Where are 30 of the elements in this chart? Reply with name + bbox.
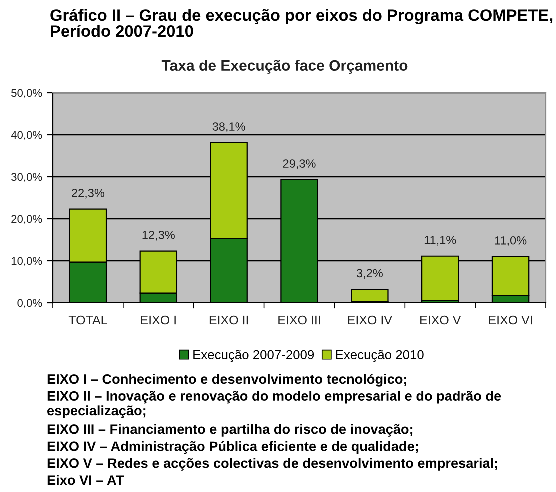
x-tick-label: EIXO III [278, 316, 320, 325]
total-label: 22,3% [72, 188, 105, 199]
total-label: 3,2% [356, 269, 383, 279]
x-tick-label: EIXO V [420, 316, 462, 325]
chart-subtitle: Taxa de Execução face Orçamento [162, 60, 408, 74]
x-tick-label: EIXO II [210, 316, 248, 325]
total-label: 12,3% [142, 230, 175, 241]
legend-label: Execução 2010 [336, 350, 424, 362]
y-tick-label: 40,0% [11, 131, 42, 140]
text: EIXO V – Redes e acções colectivas de desenvolvimento empresarial; [48, 458, 498, 471]
total-label: 38,1% [212, 122, 246, 132]
y-tick-label: 30,0% [12, 173, 42, 182]
text: Eixo VI – AT [48, 475, 124, 486]
y-tick-label: 0,0% [18, 299, 42, 308]
x-tick-label: EIXO I [141, 316, 176, 325]
x-tick-label: TOTAL [68, 316, 108, 325]
y-tick-label: 20,0% [12, 215, 42, 224]
y-tick-label: 50,0% [12, 89, 42, 98]
text: EIXO III – Financiamento e partilha do risco de inovação; [48, 424, 413, 437]
text: EIXO II – Inovação e renovação do modelo empresarial e do padrão de especialização; [48, 391, 502, 418]
total-label: 11,0% [495, 236, 527, 246]
x-tick-label: EIXO VI [489, 316, 532, 325]
y-tick-label: 10,0% [12, 257, 42, 266]
total-label: 29,3% [283, 160, 316, 170]
legend-label: Execução 2007-2009 [194, 350, 314, 362]
total-label: 11,1% [424, 236, 456, 246]
x-tick-label: EIXO IV [348, 316, 392, 325]
chart-title: Gráfico II – Grau de execução por eixos do Programa COMPETE, Período 2007-2010 [50, 9, 553, 38]
text: EIXO IV – Administração Pública eficiente e de qualidade; [48, 441, 418, 454]
text: EIXO I – Conhecimento e desenvolvimento tecnológico; [48, 374, 406, 387]
